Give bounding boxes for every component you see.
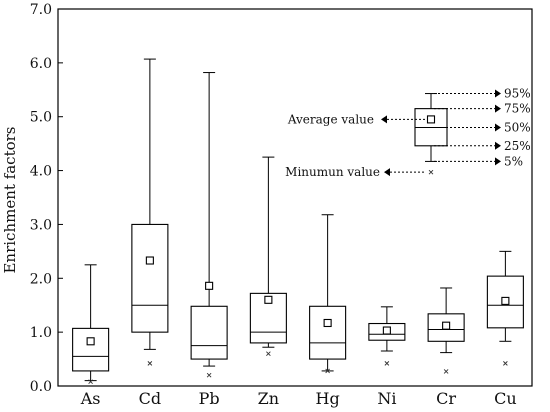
- iqr-box: [309, 305, 347, 360]
- mean-marker: [264, 295, 273, 304]
- minimum-marker: [503, 361, 508, 366]
- legend-minimum-label: Minumun value: [285, 165, 380, 179]
- box-cr: [427, 287, 465, 374]
- x-axis-labels: As Cd Pb Zn Hg Ni Cr Cu: [80, 389, 517, 408]
- legend-50-label: 50%: [504, 120, 531, 134]
- legend-5-label: 5%: [504, 154, 523, 168]
- y-tick-label: 5.0: [30, 110, 52, 126]
- iqr-box: [190, 305, 228, 360]
- minimum-marker: [266, 351, 271, 357]
- y-tick-label: 0.0: [30, 379, 52, 395]
- box-as: [72, 264, 110, 385]
- x-category-label: Cr: [436, 389, 456, 408]
- legend: 95%75% 50% 25%5% Average value Minumun value: [285, 87, 531, 180]
- box-hg: [309, 214, 347, 374]
- legend-75-label: 75%: [504, 102, 531, 116]
- minimum-marker: [147, 361, 153, 366]
- box-zn: [249, 156, 287, 357]
- legend-minimum-arrow: [384, 168, 390, 177]
- iqr-box: [72, 327, 110, 372]
- y-tick-label: 3.0: [30, 217, 52, 233]
- y-axis-title: Enrichment factors: [1, 126, 19, 273]
- plot-frame: [57, 8, 533, 387]
- minimum-marker: [206, 372, 212, 378]
- mean-marker: [323, 318, 332, 328]
- legend-25-label: 25%: [504, 139, 531, 153]
- x-category-label: Ni: [377, 389, 396, 408]
- mean-marker: [382, 326, 391, 335]
- legend-75-arrow: [495, 104, 501, 113]
- legend-95-label: 95%: [504, 87, 531, 101]
- x-category-label: Pb: [199, 389, 220, 408]
- minimum-marker: [325, 368, 330, 374]
- y-tick-label: 1.0: [30, 325, 52, 341]
- legend-mean-marker: [426, 115, 436, 124]
- minimum-marker: [384, 361, 390, 366]
- legend-5-arrow: [495, 157, 501, 166]
- legend-25-arrow: [495, 141, 501, 150]
- minimum-marker: [88, 379, 93, 385]
- mean-marker: [205, 281, 214, 290]
- box-cd: [131, 58, 169, 366]
- legend-minimum-marker: [428, 169, 434, 175]
- x-category-label: Cu: [494, 389, 517, 408]
- y-tick-label: 2.0: [30, 271, 52, 287]
- x-category-label: Zn: [258, 389, 279, 408]
- legend-average-arrow: [381, 115, 387, 124]
- y-tick-label: 7.0: [30, 2, 52, 18]
- box-series: [72, 58, 524, 385]
- y-tick-label: 4.0: [30, 164, 52, 180]
- iqr-box: [131, 223, 169, 333]
- mean-marker: [86, 337, 95, 346]
- x-category-label: As: [80, 389, 101, 408]
- legend-95-arrow: [495, 89, 501, 98]
- x-category-label: Hg: [316, 389, 340, 408]
- legend-50-arrow: [495, 123, 501, 132]
- y-axis: 0.0 1.0 2.0 3.0 4.0 5.0 6.0 7.0: [30, 2, 63, 395]
- y-tick-label: 6.0: [30, 56, 52, 72]
- box-ni: [368, 306, 406, 366]
- mean-marker: [501, 296, 510, 305]
- mean-marker: [145, 256, 154, 265]
- minimum-marker: [443, 369, 449, 374]
- legend-average-label: Average value: [287, 112, 374, 126]
- box-pb: [190, 72, 228, 378]
- x-category-label: Cd: [139, 389, 161, 408]
- box-cu: [486, 250, 524, 366]
- mean-marker: [442, 321, 451, 330]
